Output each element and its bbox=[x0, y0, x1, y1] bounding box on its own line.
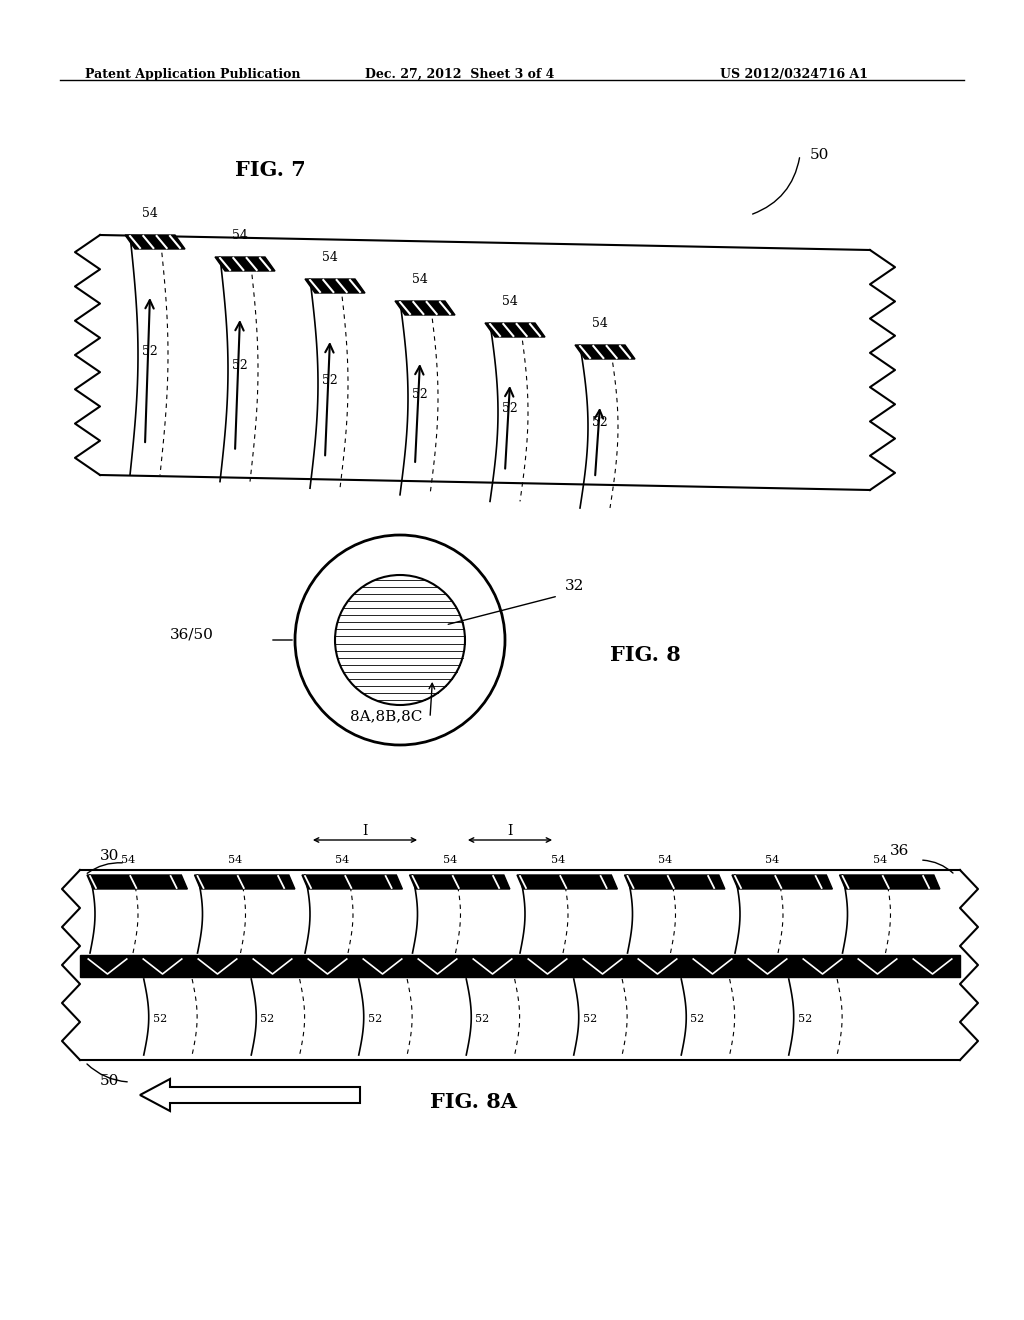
Text: Patent Application Publication: Patent Application Publication bbox=[85, 69, 300, 81]
Polygon shape bbox=[125, 235, 185, 249]
Text: 36/50: 36/50 bbox=[170, 627, 214, 642]
Text: FIG. 8: FIG. 8 bbox=[610, 645, 681, 665]
Text: I: I bbox=[507, 824, 513, 838]
Text: 54: 54 bbox=[142, 207, 158, 220]
Polygon shape bbox=[215, 257, 275, 271]
Text: 52: 52 bbox=[798, 1014, 812, 1024]
Bar bbox=[80, 954, 961, 977]
Text: 52: 52 bbox=[583, 1014, 597, 1024]
Polygon shape bbox=[302, 875, 402, 888]
Polygon shape bbox=[87, 875, 187, 888]
Polygon shape bbox=[485, 323, 545, 337]
Circle shape bbox=[335, 576, 465, 705]
Text: 52: 52 bbox=[475, 1014, 489, 1024]
Text: 52: 52 bbox=[690, 1014, 705, 1024]
Text: 54: 54 bbox=[502, 294, 518, 308]
Text: 52: 52 bbox=[142, 345, 158, 358]
Polygon shape bbox=[575, 345, 635, 359]
Text: 54: 54 bbox=[121, 855, 135, 865]
Text: US 2012/0324716 A1: US 2012/0324716 A1 bbox=[720, 69, 868, 81]
Text: FIG. 7: FIG. 7 bbox=[234, 160, 306, 180]
Polygon shape bbox=[305, 279, 365, 293]
Text: Dec. 27, 2012  Sheet 3 of 4: Dec. 27, 2012 Sheet 3 of 4 bbox=[365, 69, 554, 81]
Polygon shape bbox=[395, 301, 455, 315]
Polygon shape bbox=[625, 875, 725, 888]
Text: 54: 54 bbox=[232, 228, 248, 242]
Text: 50: 50 bbox=[810, 148, 829, 162]
Text: 54: 54 bbox=[412, 273, 428, 286]
Text: 52: 52 bbox=[232, 359, 248, 372]
Text: 52: 52 bbox=[323, 374, 338, 387]
Polygon shape bbox=[517, 875, 617, 888]
Text: 32: 32 bbox=[565, 579, 585, 593]
Text: 54: 54 bbox=[873, 855, 887, 865]
Text: 54: 54 bbox=[443, 855, 458, 865]
Text: 54: 54 bbox=[766, 855, 779, 865]
Text: 52: 52 bbox=[502, 403, 518, 416]
Text: 54: 54 bbox=[658, 855, 672, 865]
Polygon shape bbox=[410, 875, 510, 888]
Text: 54: 54 bbox=[228, 855, 243, 865]
Text: 52: 52 bbox=[592, 417, 608, 429]
Text: 54: 54 bbox=[323, 251, 338, 264]
Text: 54: 54 bbox=[551, 855, 565, 865]
Text: 54: 54 bbox=[336, 855, 350, 865]
Polygon shape bbox=[140, 1078, 360, 1111]
Polygon shape bbox=[732, 875, 833, 888]
Text: I: I bbox=[362, 824, 368, 838]
Text: 52: 52 bbox=[153, 1014, 167, 1024]
Text: 52: 52 bbox=[260, 1014, 274, 1024]
Polygon shape bbox=[840, 875, 940, 888]
Text: 8A,8B,8C: 8A,8B,8C bbox=[350, 709, 422, 723]
Text: FIG. 8A: FIG. 8A bbox=[430, 1092, 517, 1111]
Text: 30: 30 bbox=[100, 849, 120, 863]
Text: 36: 36 bbox=[890, 843, 909, 858]
Text: 54: 54 bbox=[592, 317, 608, 330]
Text: 50: 50 bbox=[100, 1074, 120, 1088]
Text: 52: 52 bbox=[412, 388, 428, 401]
Polygon shape bbox=[195, 875, 295, 888]
Text: 52: 52 bbox=[368, 1014, 382, 1024]
